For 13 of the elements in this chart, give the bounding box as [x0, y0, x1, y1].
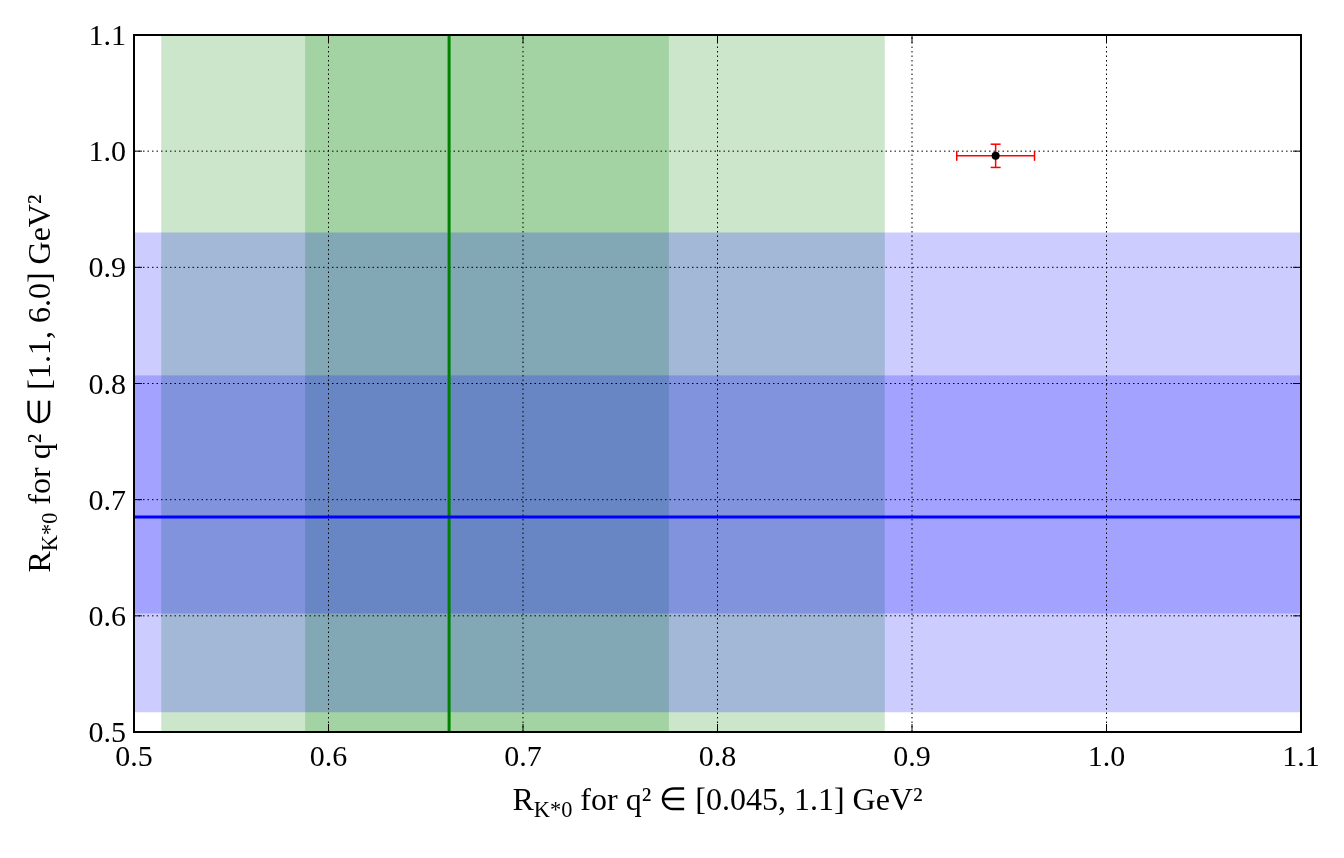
y-tick-label: 0.9	[88, 250, 126, 284]
y-tick-label: 0.8	[88, 366, 126, 400]
y-tick-label: 1.0	[88, 134, 126, 168]
y-tick-label: 0.7	[88, 482, 126, 516]
x-tick-label: 1.1	[1282, 739, 1320, 772]
x-tick-label: 0.9	[893, 739, 931, 772]
y-tick-label: 0.6	[88, 598, 126, 632]
y-tick-label: 1.1	[88, 18, 126, 51]
x-tick-label: 0.7	[504, 739, 542, 772]
x-tick-label: 0.8	[698, 739, 737, 772]
x-tick-label: 0.6	[309, 739, 348, 772]
x-tick-label: 1.0	[1087, 739, 1126, 772]
x-axis-title: R$_{K*0}$ for q² ∈ [0.045, 1.1] GeV²	[512, 781, 923, 822]
